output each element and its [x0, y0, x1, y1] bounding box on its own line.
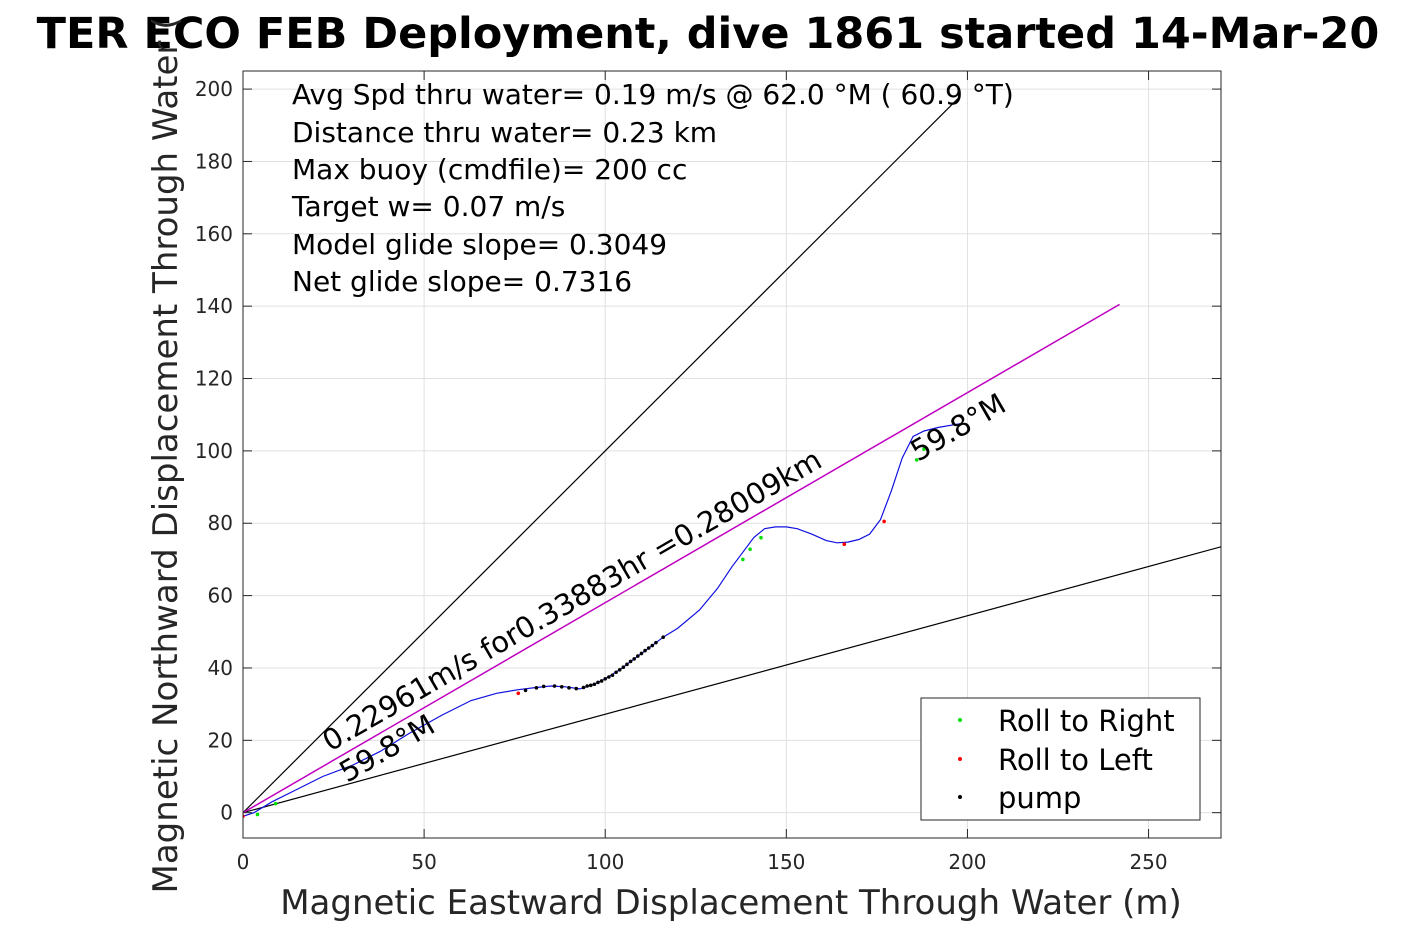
legend: Roll to Right Roll to Left pump	[920, 697, 1201, 821]
y-tick-label: 120	[195, 367, 233, 391]
y-tick-label: 80	[208, 511, 233, 535]
x-tick-label: 200	[948, 850, 986, 874]
legend-marker-roll-left	[958, 757, 962, 761]
ticks: 0 50 100 150 200 250 0 20 40 60 80 100 120 140 160 180 2…	[195, 71, 1221, 874]
pump-point	[552, 684, 557, 688]
y-tick-label: 0	[220, 801, 233, 825]
pump-point	[617, 667, 622, 672]
y-tick-label: 20	[208, 728, 233, 752]
pump-point	[607, 675, 611, 679]
roll-right-point	[741, 557, 745, 562]
y-axis-label: Magnetic Northward Displacement Through …	[146, 17, 186, 894]
info-distance: Distance thru water= 0.23 km	[292, 116, 717, 149]
pump-point	[646, 646, 651, 650]
legend-marker-pump	[958, 795, 962, 799]
grid	[242, 71, 1221, 838]
y-tick-label: 200	[195, 77, 233, 101]
x-tick-label: 150	[767, 850, 805, 874]
pump-point	[523, 688, 528, 693]
pump-point	[632, 657, 636, 661]
roll-right-point	[922, 447, 926, 451]
y-tick-label: 140	[195, 294, 233, 318]
y-tick-label: 40	[208, 656, 233, 680]
info-model-glide: Model glide slope= 0.3049	[292, 228, 667, 261]
legend-marker-roll-right	[958, 718, 962, 722]
roll-right-point	[273, 801, 278, 806]
y-tick-label: 160	[195, 222, 233, 246]
series-layer	[243, 95, 1221, 819]
pump-point	[614, 670, 618, 675]
info-net-glide: Net glide slope= 0.7316	[292, 265, 632, 298]
pump-point	[636, 654, 640, 658]
legend-label-roll-left: Roll to Left	[998, 743, 1153, 777]
legend-box	[920, 697, 1201, 821]
pump-point	[534, 686, 539, 690]
pump-point	[643, 648, 647, 653]
bound-line	[243, 546, 1221, 814]
roll-right-point	[748, 547, 752, 552]
pump-point	[650, 643, 655, 648]
pump-point	[592, 682, 597, 687]
axes-box	[242, 70, 1222, 839]
legend-label-pump: pump	[998, 781, 1081, 815]
pump-point	[654, 640, 658, 645]
pump-point	[567, 686, 571, 690]
roll-right-point	[255, 812, 260, 817]
pump-point	[541, 684, 546, 689]
pump-point	[639, 651, 644, 656]
pump-point	[661, 635, 665, 640]
x-tick-label: 0	[237, 850, 250, 874]
y-tick-label: 100	[195, 439, 233, 463]
info-target-w: Target w= 0.07 m/s	[291, 190, 565, 223]
pump-point	[588, 683, 593, 688]
x-tick-label: 250	[1129, 850, 1167, 874]
pump-point	[628, 659, 633, 664]
pump-point	[596, 680, 600, 685]
info-avg-speed: Avg Spd thru water= 0.19 m/s @ 62.0 °M (…	[292, 78, 1014, 111]
x-tick-label: 50	[411, 850, 436, 874]
pump-point	[625, 662, 629, 667]
y-tick-label: 180	[195, 149, 233, 173]
y-tick-label: 60	[208, 584, 233, 608]
legend-label-roll-right: Roll to Right	[998, 704, 1175, 738]
pump-point	[603, 677, 608, 681]
pump-point	[559, 684, 564, 689]
target-line	[243, 303, 1120, 814]
track-line	[243, 423, 961, 817]
pump-point	[610, 673, 615, 677]
roll-left-point	[516, 691, 521, 696]
roll-right-point	[759, 535, 763, 540]
info-max-buoy: Max buoy (cmdfile)= 200 cc	[292, 153, 687, 186]
roll-left-point	[882, 519, 886, 524]
roll-left-point	[842, 542, 847, 547]
pump-point	[621, 665, 626, 670]
chart-title: TER ECO FEB Deployment, dive 1861 starte…	[37, 9, 1380, 59]
info-text-block: Avg Spd thru water= 0.19 m/s @ 62.0 °M (…	[291, 78, 1014, 298]
pump-point	[585, 684, 589, 688]
bound-line	[243, 95, 961, 814]
x-tick-label: 100	[586, 850, 624, 874]
x-axis-label: Magnetic Eastward Displacement Through W…	[280, 883, 1182, 923]
roll-right-point	[914, 458, 919, 462]
pump-point	[574, 686, 579, 691]
pump-point	[599, 679, 604, 683]
pump-point	[581, 685, 586, 690]
